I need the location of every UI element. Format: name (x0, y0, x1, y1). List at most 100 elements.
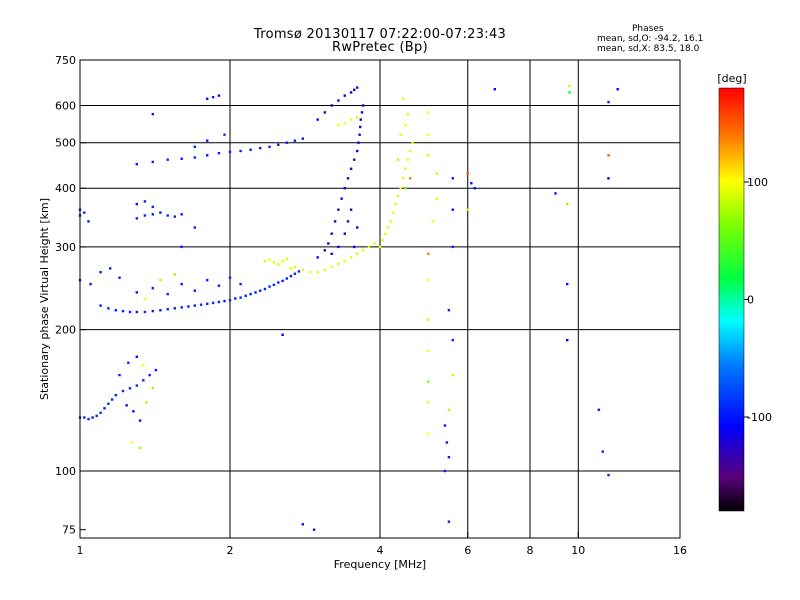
data-point (151, 113, 154, 116)
data-point (389, 220, 392, 223)
data-point (330, 232, 333, 235)
data-point (394, 202, 397, 206)
data-point (187, 305, 190, 308)
data-point (135, 291, 138, 294)
data-point (337, 123, 340, 127)
data-point (399, 133, 402, 136)
data-point (268, 145, 271, 148)
data-point (337, 208, 340, 211)
data-point (435, 172, 438, 175)
data-point (285, 277, 288, 280)
data-point (409, 177, 412, 180)
data-point (451, 208, 454, 211)
data-point (118, 373, 121, 377)
data-point (323, 111, 326, 114)
grid-lines (80, 60, 680, 538)
data-point (159, 278, 162, 282)
data-point (289, 274, 293, 278)
data-point (427, 111, 430, 114)
data-point (607, 154, 610, 157)
data-point (121, 309, 125, 313)
data-point (151, 387, 154, 390)
data-point (343, 232, 346, 235)
data-point (301, 268, 304, 272)
data-point (239, 149, 242, 153)
data-point (159, 309, 162, 312)
data-point (180, 306, 183, 309)
y-axis-label: Stationary phase Virtual Height [km] (38, 198, 51, 400)
data-point (217, 152, 221, 155)
data-point (206, 302, 209, 305)
data-point (272, 261, 276, 264)
data-point (151, 309, 154, 313)
data-point (566, 338, 569, 342)
data-point (427, 252, 430, 255)
data-point (206, 139, 209, 142)
data-point (447, 408, 451, 411)
data-point (234, 297, 237, 300)
data-point (406, 113, 410, 116)
data-point (135, 384, 138, 387)
data-point (211, 301, 215, 305)
data-point (249, 292, 252, 296)
data-point (568, 91, 571, 94)
data-point (356, 252, 359, 255)
data-point (138, 446, 142, 450)
data-point (87, 220, 90, 223)
data-point (447, 456, 451, 459)
data-point (151, 213, 154, 216)
data-point (349, 256, 353, 259)
data-point (361, 249, 365, 252)
data-point (277, 143, 280, 146)
data-point (435, 197, 438, 200)
data-point (443, 469, 447, 473)
data-point (343, 94, 346, 97)
phases-o-stats: mean, sd,O: -94.2, 16.1 (597, 34, 704, 44)
data-point (343, 187, 346, 190)
data-point (277, 263, 280, 266)
data-point (151, 287, 154, 290)
data-point (427, 349, 430, 353)
data-point (244, 294, 247, 297)
data-point (404, 187, 407, 190)
data-point (193, 156, 196, 159)
data-point (337, 262, 340, 266)
data-point (99, 271, 102, 274)
data-point (381, 239, 384, 242)
data-point (353, 158, 356, 161)
data-point (340, 197, 343, 200)
data-point (217, 284, 221, 287)
colorbar-tick-label: -100 (747, 411, 772, 424)
data-point (470, 182, 473, 185)
data-point (259, 289, 262, 292)
data-point (142, 364, 145, 367)
data-point (110, 398, 114, 401)
data-point (239, 282, 242, 286)
data-point (358, 133, 361, 136)
data-point (199, 303, 203, 306)
data-point (285, 257, 288, 260)
data-point (285, 141, 288, 144)
data-point (607, 177, 610, 180)
data-point (316, 118, 319, 121)
data-point (297, 270, 301, 273)
data-point (289, 267, 293, 270)
data-point (378, 245, 382, 249)
data-point (343, 259, 346, 263)
data-point (554, 192, 557, 195)
data-point (384, 232, 387, 235)
data-point (173, 215, 176, 218)
data-point (466, 208, 469, 211)
data-point (349, 167, 353, 170)
colorbar-tick-label: 0 (747, 294, 754, 307)
y-tick-label: 100 (55, 465, 76, 478)
data-point (597, 408, 601, 411)
x-tick-label: 8 (527, 544, 534, 557)
data-point (173, 307, 176, 310)
data-point (301, 137, 304, 140)
data-point (356, 86, 359, 89)
data-point (99, 304, 102, 307)
data-point (193, 289, 196, 292)
data-point (451, 245, 454, 249)
data-point (346, 220, 350, 223)
